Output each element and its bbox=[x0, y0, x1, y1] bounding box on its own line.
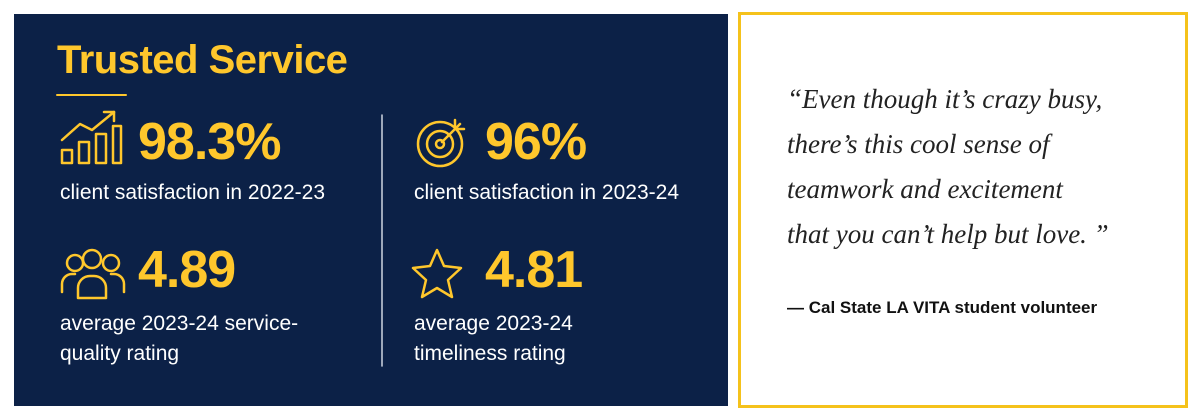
quote-box bbox=[738, 12, 1188, 408]
quote-line: teamwork and excitement bbox=[787, 174, 1063, 204]
star-icon bbox=[411, 248, 463, 299]
stats-panel bbox=[14, 14, 728, 406]
stat-label: average 2023-24 bbox=[414, 312, 573, 335]
stat-value: 96% bbox=[485, 113, 587, 171]
title: Trusted Service bbox=[57, 38, 348, 82]
quote-attribution: — Cal State LA VITA student volunteer bbox=[787, 298, 1098, 317]
quote-line: there’s this cool sense of bbox=[787, 129, 1050, 159]
quote-line: “Even though it’s crazy busy, bbox=[787, 84, 1103, 114]
stat-label: quality rating bbox=[60, 342, 180, 365]
stat-label: timeliness rating bbox=[414, 342, 566, 365]
stat-value: 98.3% bbox=[138, 113, 281, 171]
stat-value: 4.89 bbox=[138, 241, 236, 299]
target-icon bbox=[416, 118, 466, 168]
chart-icon bbox=[60, 110, 123, 165]
people-icon bbox=[60, 248, 126, 300]
stat-label: average 2023-24 service- bbox=[60, 312, 299, 335]
quote-line: that you can’t help but love. ” bbox=[787, 219, 1109, 249]
stat-label: client satisfaction in 2023-24 bbox=[414, 181, 679, 204]
stat-value: 4.81 bbox=[485, 241, 583, 299]
stat-label: client satisfaction in 2022-23 bbox=[60, 181, 325, 204]
